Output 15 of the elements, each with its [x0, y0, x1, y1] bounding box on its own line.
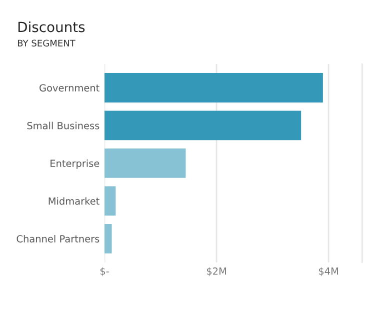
y-tick-label: Government	[40, 84, 100, 92]
bar	[104, 224, 112, 254]
bar	[104, 73, 323, 102]
bar	[104, 110, 302, 140]
y-tick-label: Midmarket	[48, 197, 100, 205]
bar	[104, 186, 116, 216]
y-tick-label: Small Business	[27, 122, 100, 130]
chart-subtitle: BY SEGMENT	[18, 40, 76, 47]
y-tick-label: Channel Partners	[16, 234, 100, 242]
x-tick-label: $4M	[318, 267, 338, 276]
x-tick-label: $2M	[206, 267, 226, 276]
y-tick-label: Enterprise	[50, 160, 100, 169]
x-tick-label: $-	[100, 267, 109, 276]
bar	[104, 148, 186, 178]
chart-title: Discounts	[18, 21, 85, 32]
